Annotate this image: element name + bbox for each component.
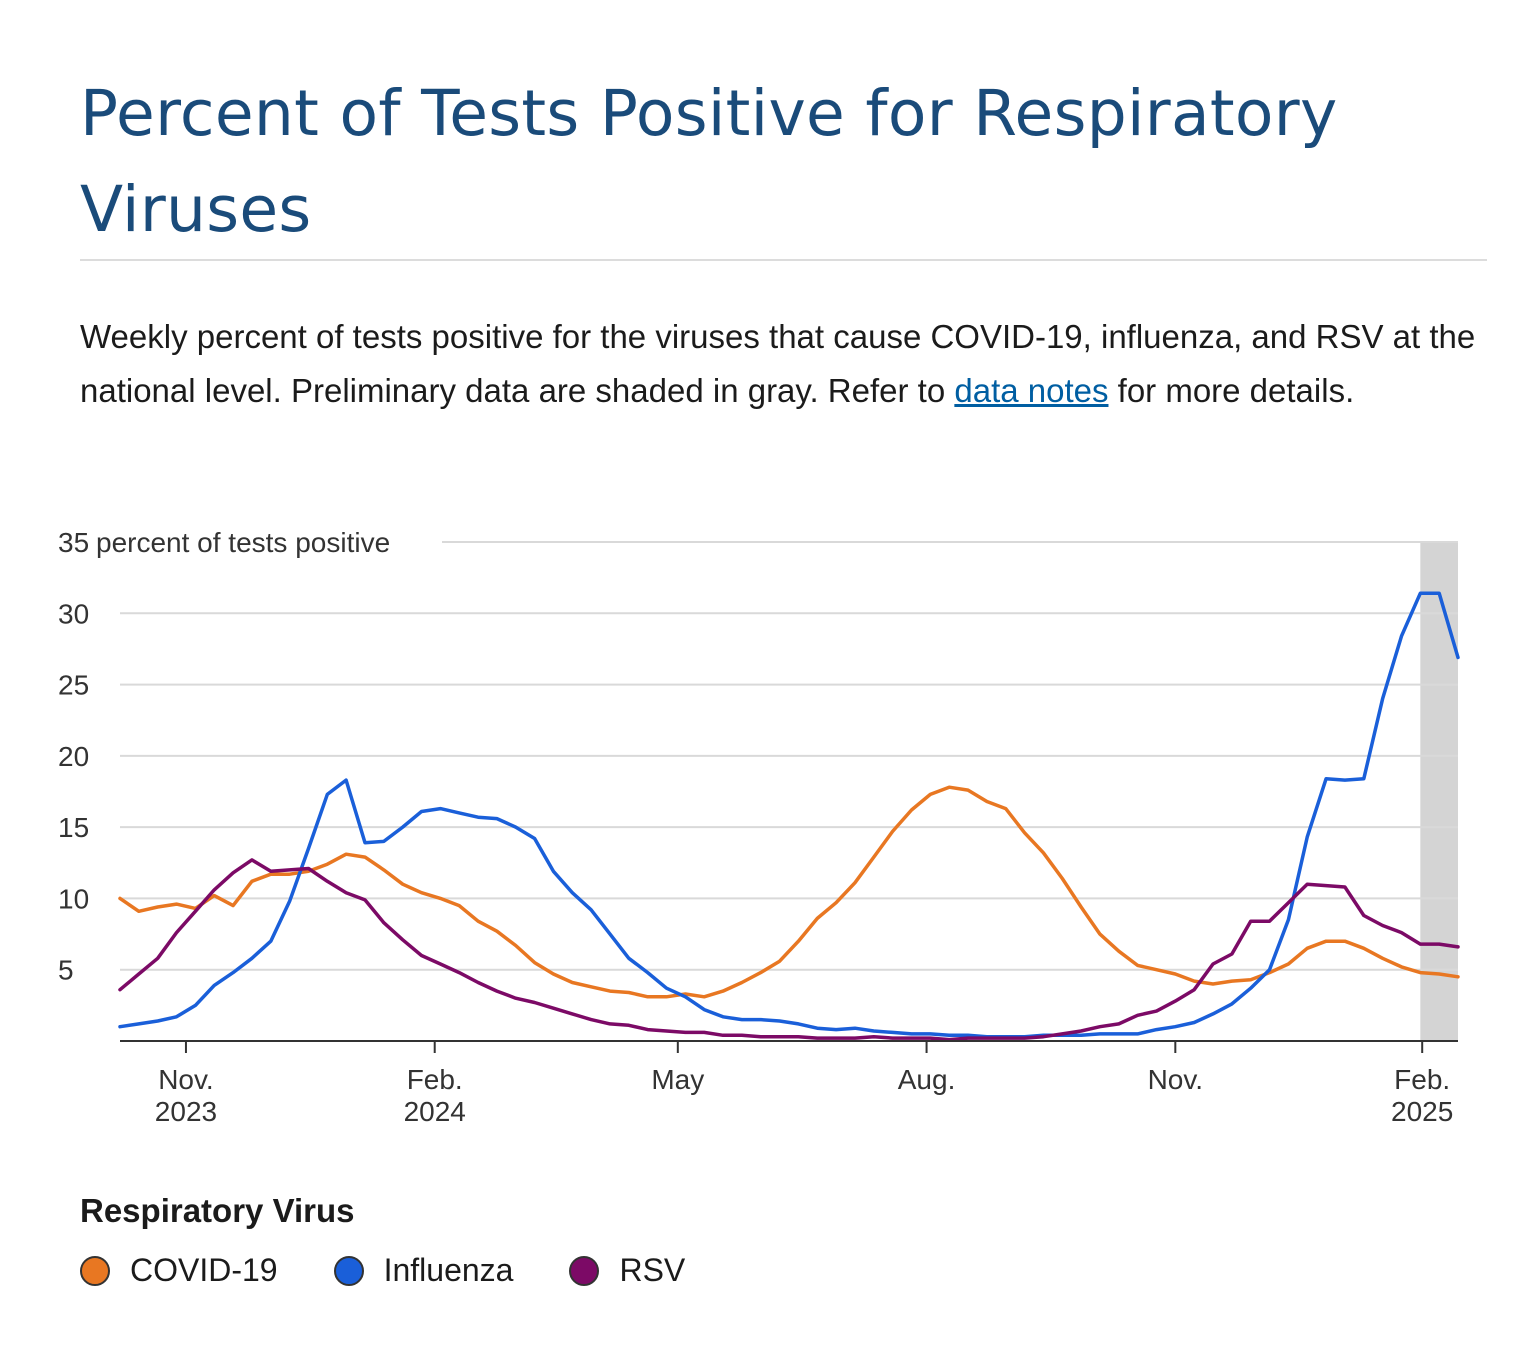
y-tick-label: 15 <box>58 812 89 843</box>
x-tick-label: Feb. <box>1394 1064 1450 1095</box>
description-text-end: for more details. <box>1108 372 1354 409</box>
y-tick-label: 35 <box>58 527 89 558</box>
x-tick-year-label: 2025 <box>1391 1096 1453 1127</box>
legend-label-covid: COVID-19 <box>130 1252 278 1289</box>
chart-description: Weekly percent of tests positive for the… <box>80 310 1490 418</box>
y-tick-label: 20 <box>58 741 89 772</box>
legend-swatch-influenza <box>334 1256 364 1286</box>
y-tick-labels: 5 10 15 20 25 30 35 <box>58 527 89 986</box>
legend-label-rsv: RSV <box>619 1252 685 1289</box>
x-tick-label: Aug. <box>898 1064 956 1095</box>
preliminary-data-shading <box>1420 542 1458 1041</box>
legend-item-covid[interactable]: COVID-19 <box>80 1252 278 1289</box>
x-tick-label: Nov. <box>158 1064 214 1095</box>
y-tick-label: 5 <box>58 955 74 986</box>
legend-title: Respiratory Virus <box>80 1192 355 1230</box>
x-tick-label: May <box>651 1064 704 1095</box>
legend-swatch-rsv <box>569 1256 599 1286</box>
series-lines <box>120 593 1458 1039</box>
legend-swatch-covid <box>80 1256 110 1286</box>
y-tick-label: 10 <box>58 883 89 914</box>
x-tick-label: Feb. <box>407 1064 463 1095</box>
y-tick-label: 30 <box>58 598 89 629</box>
x-tick-year-label: 2024 <box>404 1096 466 1127</box>
legend: COVID-19 Influenza RSV <box>80 1252 741 1289</box>
x-tick-label: Nov. <box>1148 1064 1204 1095</box>
legend-item-influenza[interactable]: Influenza <box>334 1252 514 1289</box>
y-gridlines <box>120 542 1458 970</box>
data-notes-link[interactable]: data notes <box>954 372 1108 409</box>
legend-label-influenza: Influenza <box>384 1252 514 1289</box>
x-tick-year-label: 2023 <box>155 1096 217 1127</box>
title-divider <box>80 259 1487 261</box>
y-axis-label: percent of tests positive <box>96 527 390 558</box>
page-title: Percent of Tests Positive for Respirator… <box>80 66 1480 258</box>
legend-item-rsv[interactable]: RSV <box>569 1252 685 1289</box>
y-tick-label: 25 <box>58 670 89 701</box>
